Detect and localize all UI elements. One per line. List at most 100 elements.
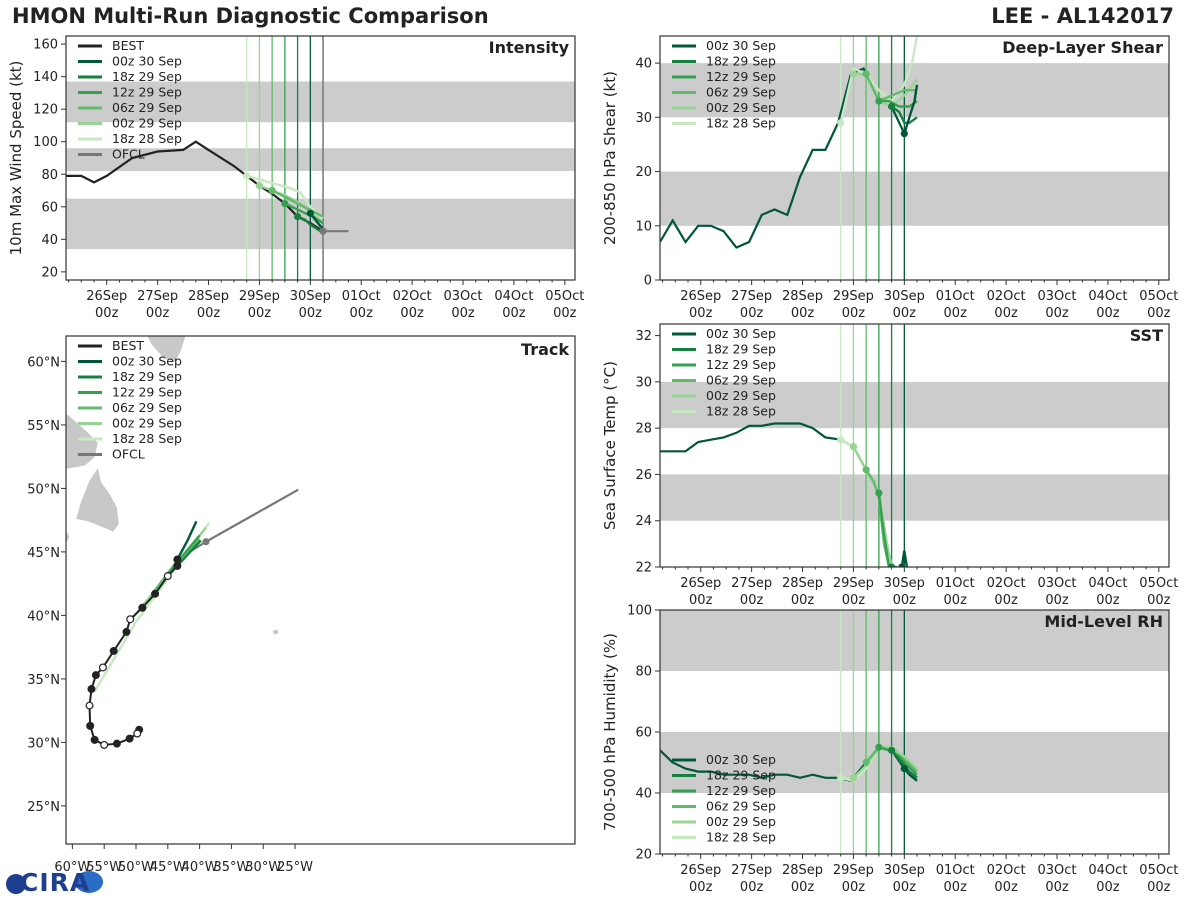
rh-xtick-sublabel: 00z [1045,880,1069,895]
intensity-xtick-sublabel: 00z [248,306,272,321]
sst-run-init-point [875,489,883,497]
track-best-point [126,615,135,624]
sst-ytick-label: 22 [635,561,652,576]
greenland-land [147,336,186,362]
shear-xtick-label: 28Sep [782,289,823,304]
intensity-ofcl-point [319,227,327,235]
intensity-plot-area [66,36,575,280]
shear-run-init-point [900,130,908,138]
rh-plot-area [660,610,1169,854]
rh-ylabel: 700-500 hPa Humidity (%) [601,633,619,831]
intensity-xtick-label: 03Oct [444,289,483,304]
track-xtick-label: 30°W [245,860,281,875]
rh-legend-label: 18z 29 Sep [706,768,776,783]
rh-xtick-sublabel: 00z [842,880,866,895]
intensity-band [66,148,575,172]
shear-xtick-sublabel: 00z [893,306,917,321]
sst-run-init-point [862,466,870,474]
sst-xtick-label: 29Sep [833,576,874,591]
sst-xtick-sublabel: 00z [1147,593,1171,608]
shear-run-line [839,36,919,124]
intensity-run-init-point [255,182,264,190]
sst-run-init-point [887,563,896,567]
rh-legend-label: 00z 30 Sep [706,752,776,767]
shear-run-line [890,105,918,124]
track-ytick-label: 50°N [27,482,60,497]
sst-frame [659,323,1170,568]
shear-run-init-point [862,70,870,78]
track-legend-label: BEST [112,338,144,353]
sst-run-line [877,492,891,567]
intensity-xtick-label: 04Oct [494,289,533,304]
shear-xtick-sublabel: 00z [1096,306,1120,321]
rh-xtick-sublabel: 00z [944,880,968,895]
sst-ytick-label: 32 [635,329,652,344]
nova-scotia-land [66,530,70,544]
sst-xtick-label: 01Oct [936,576,975,591]
track-run-line [166,534,201,576]
shear-xtick-sublabel: 00z [1045,306,1069,321]
shear-legend-label: 06z 29 Sep [706,85,776,100]
intensity-run-init-point [268,186,276,195]
intensity-run-init-point [306,209,314,217]
sst-xtick-label: 26Sep [680,576,721,591]
rh-xtick-sublabel: 00z [1096,880,1120,895]
rh-ytick-label: 80 [635,665,652,680]
intensity-xtick-sublabel: 00z [197,306,221,321]
track-ytick-label: 30°N [27,736,60,751]
sst-xtick-label: 30Sep [884,576,925,591]
sst-xtick-sublabel: 00z [1045,593,1069,608]
rh-xtick-label: 27Sep [731,863,772,878]
intensity-ytick-label: 120 [33,103,58,118]
shear-frame [659,35,1170,281]
intensity-xtick-sublabel: 00z [299,306,323,321]
sst-ytick-label: 30 [635,375,652,390]
shear-xtick-label: 27Sep [731,289,772,304]
track-xtick-label: 40°W [182,860,218,875]
rh-run-line [852,746,918,779]
shear-legend-label: 18z 29 Sep [706,54,776,69]
track-ytick-label: 35°N [27,673,60,688]
rh-xtick-sublabel: 00z [689,880,713,895]
shear-ytick-label: 20 [635,165,652,180]
shear-xtick-label: 03Oct [1038,289,1077,304]
shear-run-init-point [837,119,845,127]
cira-logo: CIRA [20,868,91,897]
intensity-run-line [271,189,324,218]
sst-xtick-sublabel: 00z [1096,593,1120,608]
track-frame [65,335,576,845]
shear-ytick-label: 0 [644,274,652,289]
track-xtick-label: 35°W [213,860,249,875]
sst-xtick-label: 02Oct [987,576,1026,591]
newfoundland-land [76,468,119,532]
track-best-point [85,701,94,710]
track-ytick-label: 45°N [27,546,60,561]
sst-run-init-point [837,436,845,444]
shear-xtick-sublabel: 00z [1147,306,1171,321]
track-ofcl-point [202,538,210,546]
shear-legend-label: 12z 29 Sep [706,69,776,84]
sst-xtick-label: 28Sep [782,576,823,591]
track-best-point [151,589,160,598]
shear-run-init-point [849,70,858,78]
sst-plot-area [660,324,1169,567]
intensity-xtick-label: 26Sep [86,289,127,304]
track-best-point [109,646,118,655]
sst-legend-label: 00z 30 Sep [706,326,776,341]
track-plot-area [66,336,299,749]
track-xtick-label: 60°W [54,860,90,875]
rh-xtick-sublabel: 00z [893,880,917,895]
rh-xtick-sublabel: 00z [1147,880,1171,895]
shear-xtick-label: 04Oct [1088,289,1127,304]
rh-panel-title: Mid-Level RH [1044,612,1163,631]
intensity-band [66,198,575,250]
intensity-run-init-point [293,212,302,221]
sst-run-line [900,550,909,567]
track-best-point [91,671,100,680]
sst-xtick-label: 27Sep [731,576,772,591]
intensity-band [66,81,575,123]
intensity-xtick-label: 27Sep [137,289,178,304]
track-best-point [122,627,131,636]
sst-xtick-sublabel: 00z [994,593,1018,608]
rh-legend-label: 00z 29 Sep [706,814,776,829]
